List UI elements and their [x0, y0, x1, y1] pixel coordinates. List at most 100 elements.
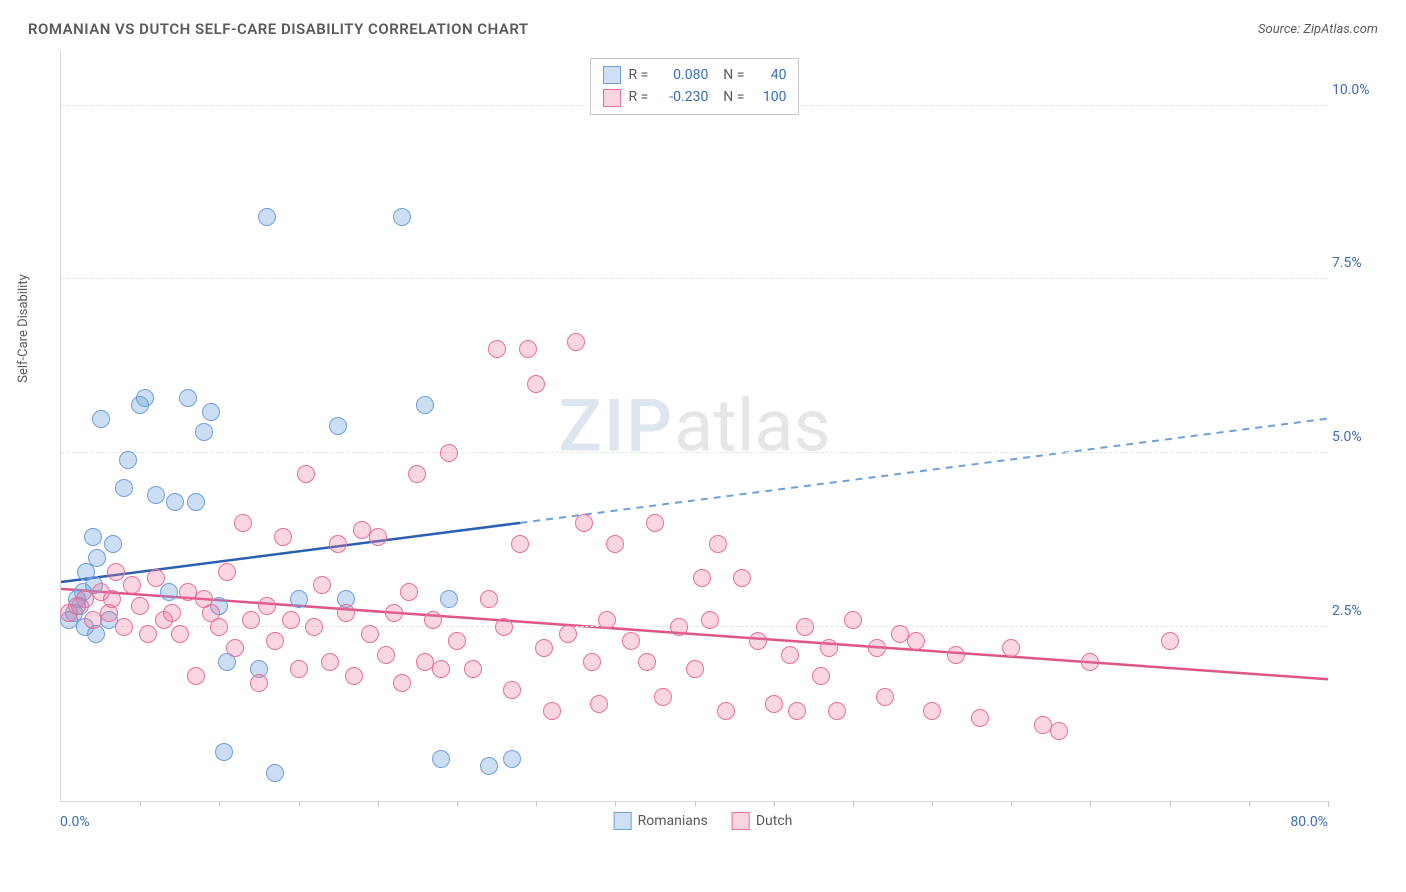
- data-point: [119, 451, 137, 469]
- data-point: [313, 576, 331, 594]
- data-point: [788, 702, 806, 720]
- data-point: [654, 688, 672, 706]
- data-point: [448, 632, 466, 650]
- data-point: [503, 750, 521, 768]
- data-point: [575, 514, 593, 532]
- y-tick-label: 10.0%: [1332, 82, 1382, 98]
- y-tick-label: 7.5%: [1332, 255, 1382, 271]
- y-tick-label: 2.5%: [1332, 603, 1382, 619]
- data-point: [202, 403, 220, 421]
- stat-n-label: N =: [716, 86, 744, 108]
- data-point: [210, 618, 228, 636]
- data-point: [971, 709, 989, 727]
- source-label: Source: ZipAtlas.com: [1258, 22, 1378, 37]
- x-tick: [932, 801, 933, 807]
- plot-area: ZIPatlas R =0.080 N =40R =-0.230 N =100 …: [60, 50, 1328, 802]
- data-point: [709, 535, 727, 553]
- data-point: [147, 569, 165, 587]
- x-axis-min-label: 0.0%: [60, 814, 90, 830]
- data-point: [416, 396, 434, 414]
- header-row: ROMANIAN VS DUTCH SELF-CARE DISABILITY C…: [20, 20, 1386, 42]
- data-point: [103, 590, 121, 608]
- data-point: [131, 597, 149, 615]
- data-point: [250, 674, 268, 692]
- data-point: [369, 528, 387, 546]
- data-point: [606, 535, 624, 553]
- stat-r-label: R =: [629, 64, 649, 86]
- data-point: [503, 681, 521, 699]
- data-point: [535, 639, 553, 657]
- data-point: [432, 750, 450, 768]
- data-point: [297, 465, 315, 483]
- stats-swatch-icon: [603, 66, 621, 84]
- data-point: [440, 444, 458, 462]
- data-point: [337, 604, 355, 622]
- x-tick: [1170, 801, 1171, 807]
- x-tick: [140, 801, 141, 807]
- data-point: [583, 653, 601, 671]
- data-point: [686, 660, 704, 678]
- data-point: [160, 583, 178, 601]
- stat-n-value: 40: [752, 64, 786, 86]
- data-point: [693, 569, 711, 587]
- data-point: [242, 611, 260, 629]
- stats-swatch-icon: [603, 89, 621, 107]
- data-point: [876, 688, 894, 706]
- data-point: [345, 667, 363, 685]
- legend-item: Dutch: [732, 812, 793, 830]
- x-tick: [1328, 801, 1329, 807]
- data-point: [329, 417, 347, 435]
- data-point: [488, 340, 506, 358]
- data-point: [646, 514, 664, 532]
- data-point: [670, 618, 688, 636]
- data-point: [115, 618, 133, 636]
- data-point: [480, 757, 498, 775]
- plot-outer: Self-Care Disability ZIPatlas R =0.080 N…: [20, 42, 1386, 832]
- x-tick: [219, 801, 220, 807]
- stat-r-value: -0.230: [656, 86, 708, 108]
- x-tick: [1090, 801, 1091, 807]
- data-point: [163, 604, 181, 622]
- data-point: [166, 493, 184, 511]
- data-point: [290, 660, 308, 678]
- data-point: [195, 423, 213, 441]
- data-point: [305, 618, 323, 636]
- data-point: [765, 695, 783, 713]
- x-tick: [457, 801, 458, 807]
- data-point: [519, 340, 537, 358]
- data-point: [527, 375, 545, 393]
- legend-label: Romanians: [638, 813, 708, 829]
- data-point: [1161, 632, 1179, 650]
- data-point: [820, 639, 838, 657]
- data-point: [1081, 653, 1099, 671]
- data-point: [559, 625, 577, 643]
- data-point: [92, 410, 110, 428]
- x-tick: [378, 801, 379, 807]
- chart-container: ROMANIAN VS DUTCH SELF-CARE DISABILITY C…: [20, 20, 1386, 872]
- data-point: [321, 653, 339, 671]
- data-point: [424, 611, 442, 629]
- data-point: [464, 660, 482, 678]
- data-point: [218, 563, 236, 581]
- data-point: [258, 597, 276, 615]
- legend-swatch-icon: [732, 812, 750, 830]
- data-point: [480, 590, 498, 608]
- data-point: [136, 389, 154, 407]
- stat-r-value: 0.080: [656, 64, 708, 86]
- data-point: [947, 646, 965, 664]
- y-tick-label: 5.0%: [1332, 429, 1382, 445]
- data-point: [226, 639, 244, 657]
- data-point: [377, 646, 395, 664]
- data-point: [828, 702, 846, 720]
- watermark-atlas: atlas: [674, 383, 831, 468]
- data-point: [123, 576, 141, 594]
- stat-n-label: N =: [716, 64, 744, 86]
- data-point: [796, 618, 814, 636]
- stat-r-label: R =: [629, 86, 649, 108]
- data-point: [511, 535, 529, 553]
- watermark-zip: ZIP: [558, 383, 674, 468]
- data-point: [701, 611, 719, 629]
- x-tick: [615, 801, 616, 807]
- legend-item: Romanians: [614, 812, 708, 830]
- data-point: [400, 583, 418, 601]
